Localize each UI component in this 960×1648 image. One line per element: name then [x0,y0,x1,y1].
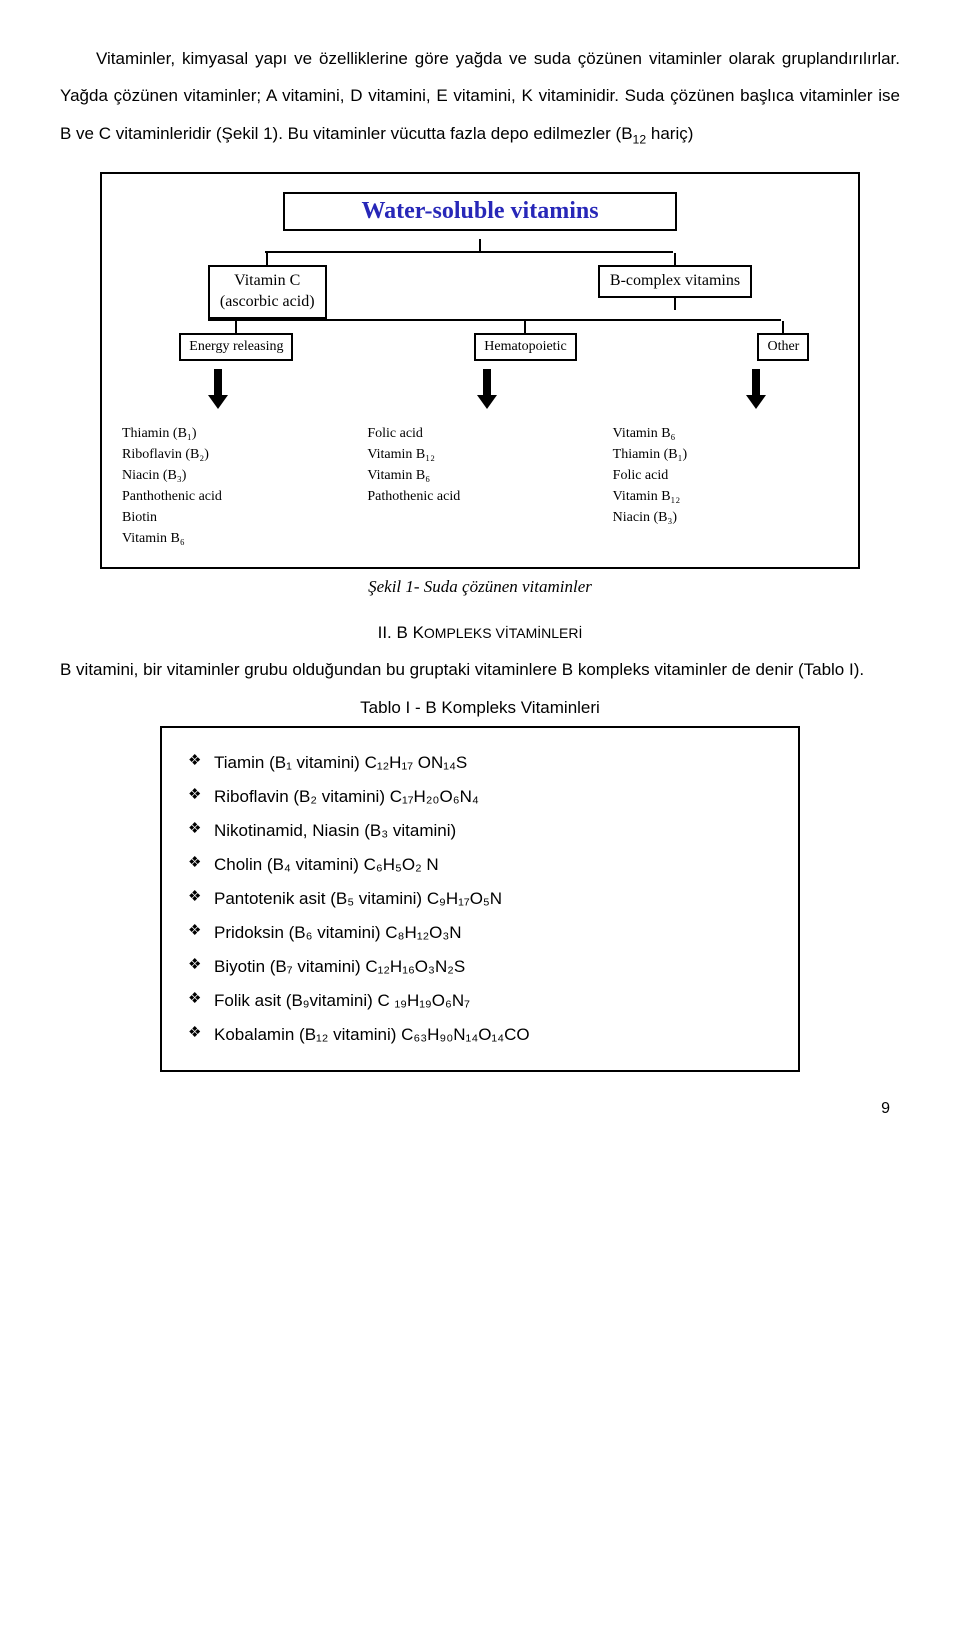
intro-text-a: Vitaminler, kimyasal yapı ve özellikleri… [60,49,900,143]
list-item: Vitamin B₁₂ [367,444,592,465]
list-item: Thiamin (B₁) [122,423,347,444]
list-item: Folic acid [613,465,838,486]
list-item: Niacin (B₃) [122,465,347,486]
diagram-row3: Energy releasing Hematopoietic Other [179,321,809,361]
table-row: Folik asit (B₉vitamini) C ₁₉H₁₉O₆N₇ [188,984,772,1018]
list-item: Vitamin B₁₂ [613,486,838,507]
diagram-row2: Vitamin C (ascorbic acid) B-complex vita… [122,253,838,319]
table-list: Tiamin (B₁ vitamini) C₁₂H₁₇ ON₁₄SRibofla… [188,746,772,1052]
box-other: Other [757,333,809,361]
table-box: Tiamin (B₁ vitamini) C₁₂H₁₇ ON₁₄SRibofla… [160,726,800,1072]
intro-paragraph: Vitaminler, kimyasal yapı ve özellikleri… [60,40,900,152]
list-item: Vitamin B₆ [613,423,838,444]
section-title: II. B KOMPLEKS VİTAMİNLERİ [60,623,900,643]
list-item: Pathothenic acid [367,486,592,507]
list-item: Thiamin (B₁) [613,444,838,465]
intro-sub: 12 [633,132,647,146]
connector [479,239,481,251]
intro-text-b: hariç) [646,124,693,143]
diagram-row3-wrap: Energy releasing Hematopoietic Other [122,319,838,409]
connector-h1 [265,251,673,253]
list-item: Biotin [122,507,347,528]
box-energy: Energy releasing [179,333,293,361]
table-row: Kobalamin (B₁₂ vitamini) C₆₃H₉₀N₁₄O₁₄CO [188,1018,772,1052]
list-col-other: Vitamin B₆Thiamin (B₁)Folic acidVitamin … [613,423,838,549]
list-item: Niacin (B₃) [613,507,838,528]
list-col-hemato: Folic acidVitamin B₁₂Vitamin B₆Pathothen… [367,423,592,549]
table-row: Pantotenik asit (B₅ vitamini) C₉H₁₇O₅N [188,882,772,916]
diagram-title: Water-soluble vitamins [283,192,677,231]
page-number: 9 [60,1100,900,1118]
box-hemato: Hematopoietic [474,333,576,361]
table-row: Tiamin (B₁ vitamini) C₁₂H₁₇ ON₁₄S [188,746,772,780]
list-item: Vitamin B₆ [367,465,592,486]
arrow-icon [746,369,766,409]
diagram-lists: Thiamin (B₁)Riboflavin (B₂)Niacin (B₃)Pa… [122,423,838,549]
box-bcomplex: B-complex vitamins [598,265,752,298]
table-row: Biyotin (B₇ vitamini) C₁₂H₁₆O₃N₂S [188,950,772,984]
arrow-icon [477,369,497,409]
arrow-icon [208,369,228,409]
table-title: Tablo I - B Kompleks Vitaminleri [60,698,900,718]
table-row: Pridoksin (B₆ vitamini) C₈H₁₂O₃N [188,916,772,950]
list-item: Panthothenic acid [122,486,347,507]
table-row: Cholin (B₄ vitamini) C₆H₅O₂ N [188,848,772,882]
table-row: Riboflavin (B₂ vitamini) C₁₇H₂₀O₆N₄ [188,780,772,814]
arrow-row [208,369,767,409]
water-soluble-diagram: Water-soluble vitamins Vitamin C (ascorb… [100,172,860,569]
table-row: Nikotinamid, Niasin (B₃ vitamini) [188,814,772,848]
list-col-energy: Thiamin (B₁)Riboflavin (B₂)Niacin (B₃)Pa… [122,423,347,549]
list-item: Vitamin B₆ [122,528,347,549]
list-item: Folic acid [367,423,592,444]
figure-caption: Şekil 1- Suda çözünen vitaminler [60,577,900,597]
list-item: Riboflavin (B₂) [122,444,347,465]
box-vitamin-c: Vitamin C (ascorbic acid) [208,265,327,319]
section-paragraph: B vitamini, bir vitaminler grubu olduğun… [60,651,900,688]
